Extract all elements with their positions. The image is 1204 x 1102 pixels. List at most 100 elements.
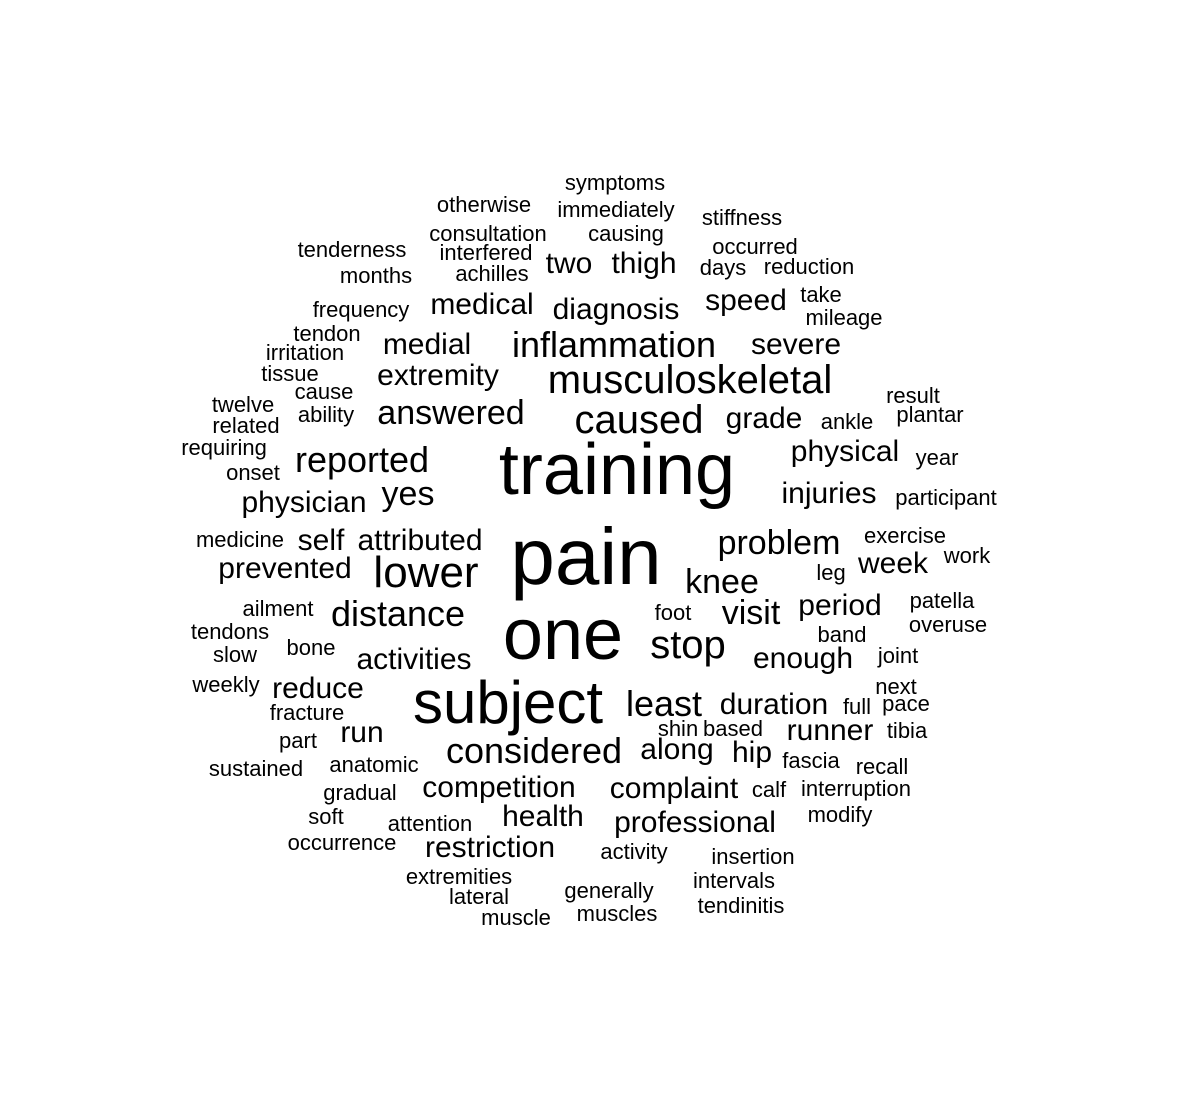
cloud-word-requiring: requiring	[181, 435, 267, 460]
cloud-word-shin: shin	[657, 716, 699, 741]
cloud-word-year: year	[915, 445, 959, 470]
cloud-word-reduction: reduction	[763, 254, 855, 279]
cloud-word-competition: competition	[422, 771, 576, 804]
cloud-word-problem: problem	[717, 524, 841, 562]
cloud-word-reduce: reduce	[272, 672, 364, 705]
cloud-word-one: one	[502, 595, 624, 675]
cloud-word-interfered: interfered	[439, 240, 533, 265]
cloud-word-occurrence: occurrence	[287, 830, 397, 855]
cloud-word-soft: soft	[308, 804, 344, 829]
cloud-word-slow: slow	[212, 642, 258, 667]
cloud-word-answered: answered	[377, 394, 525, 432]
cloud-word-run: run	[340, 716, 384, 749]
cloud-word-ability: ability	[297, 402, 355, 427]
cloud-word-speed: speed	[705, 284, 787, 317]
cloud-word-consultation: consultation	[429, 221, 547, 246]
cloud-word-achilles: achilles	[455, 261, 529, 286]
cloud-word-fascia: fascia	[782, 748, 840, 773]
cloud-word-prevented: prevented	[218, 552, 352, 585]
cloud-word-extremity: extremity	[377, 359, 499, 392]
cloud-word-duration: duration	[719, 688, 829, 721]
cloud-word-hip: hip	[731, 736, 773, 769]
cloud-word-gradual: gradual	[323, 780, 397, 805]
cloud-word-mileage: mileage	[805, 305, 883, 330]
cloud-word-visit: visit	[721, 594, 781, 632]
cloud-word-frequency: frequency	[312, 297, 410, 322]
cloud-word-days: days	[699, 255, 747, 280]
cloud-word-bone: bone	[286, 635, 336, 660]
cloud-word-months: months	[339, 263, 413, 288]
cloud-word-distance: distance	[330, 593, 466, 634]
cloud-word-training: training	[498, 430, 736, 510]
cloud-word-modify: modify	[807, 802, 873, 827]
cloud-word-weekly: weekly	[192, 672, 260, 697]
cloud-word-grade: grade	[725, 402, 803, 435]
cloud-word-activities: activities	[356, 643, 472, 676]
cloud-word-lateral: lateral	[449, 884, 509, 909]
cloud-word-result: result	[886, 383, 940, 408]
cloud-word-complaint: complaint	[609, 772, 739, 805]
cloud-word-ankle: ankle	[820, 409, 874, 434]
cloud-word-work: work	[943, 543, 991, 568]
cloud-word-anatomic: anatomic	[329, 752, 419, 777]
cloud-word-activity: activity	[600, 839, 668, 864]
cloud-word-ailment: ailment	[242, 596, 314, 621]
cloud-word-twelve: twelve	[211, 392, 275, 417]
cloud-word-thigh: thigh	[611, 247, 677, 280]
cloud-word-caused: caused	[574, 398, 704, 442]
cloud-word-pain: pain	[510, 512, 662, 601]
cloud-word-interruption: interruption	[800, 776, 912, 801]
cloud-word-part: part	[279, 728, 317, 753]
cloud-word-generally: generally	[564, 878, 654, 903]
cloud-word-foot: foot	[654, 600, 692, 625]
cloud-word-tissue: tissue	[261, 361, 319, 386]
cloud-word-medical: medical	[430, 288, 534, 321]
cloud-word-cause: cause	[294, 379, 354, 404]
cloud-word-health: health	[502, 800, 584, 833]
cloud-word-related: related	[212, 413, 280, 438]
cloud-word-injuries: injuries	[781, 477, 877, 510]
cloud-word-physical: physical	[790, 435, 900, 468]
cloud-word-subject: subject	[412, 669, 604, 736]
cloud-word-tendinitis: tendinitis	[697, 893, 785, 918]
cloud-word-calf: calf	[751, 777, 787, 802]
cloud-word-sustained: sustained	[208, 756, 304, 781]
cloud-word-lower: lower	[373, 548, 479, 597]
cloud-word-enough: enough	[752, 642, 854, 675]
cloud-word-week: week	[857, 547, 929, 580]
cloud-word-symptoms: symptoms	[564, 170, 666, 195]
cloud-word-patella: patella	[909, 588, 975, 613]
cloud-word-irritation: irritation	[265, 340, 345, 365]
cloud-word-two: two	[545, 247, 593, 280]
cloud-word-tendon: tendon	[293, 321, 361, 346]
cloud-word-reported: reported	[294, 439, 430, 480]
cloud-word-fracture: fracture	[269, 700, 345, 725]
cloud-word-attention: attention	[387, 811, 473, 836]
cloud-word-plantar: plantar	[896, 402, 964, 427]
cloud-word-leg: leg	[816, 560, 846, 585]
cloud-word-considered: considered	[445, 730, 623, 771]
cloud-word-inflammation: inflammation	[511, 324, 717, 365]
cloud-word-participant: participant	[895, 485, 997, 510]
cloud-word-tibia: tibia	[886, 718, 928, 743]
cloud-word-full: full	[842, 694, 872, 719]
cloud-word-tendons: tendons	[190, 619, 270, 644]
cloud-word-medial: medial	[382, 328, 472, 361]
cloud-word-intervals: intervals	[693, 868, 775, 893]
cloud-word-musculoskeletal: musculoskeletal	[547, 358, 833, 402]
cloud-word-occurred: occurred	[712, 234, 798, 259]
cloud-word-professional: professional	[614, 806, 776, 839]
cloud-word-muscle: muscle	[481, 905, 551, 930]
cloud-word-yes: yes	[381, 475, 435, 513]
cloud-word-exercise: exercise	[864, 523, 946, 548]
cloud-word-stop: stop	[650, 623, 726, 667]
cloud-word-next: next	[875, 674, 917, 699]
cloud-word-physician: physician	[241, 486, 367, 519]
cloud-word-along: along	[640, 733, 714, 766]
cloud-word-attributed: attributed	[357, 524, 483, 557]
cloud-word-pace: pace	[882, 691, 930, 716]
cloud-word-stiffness: stiffness	[701, 205, 783, 230]
cloud-word-take: take	[800, 282, 842, 307]
cloud-word-severe: severe	[750, 328, 842, 361]
